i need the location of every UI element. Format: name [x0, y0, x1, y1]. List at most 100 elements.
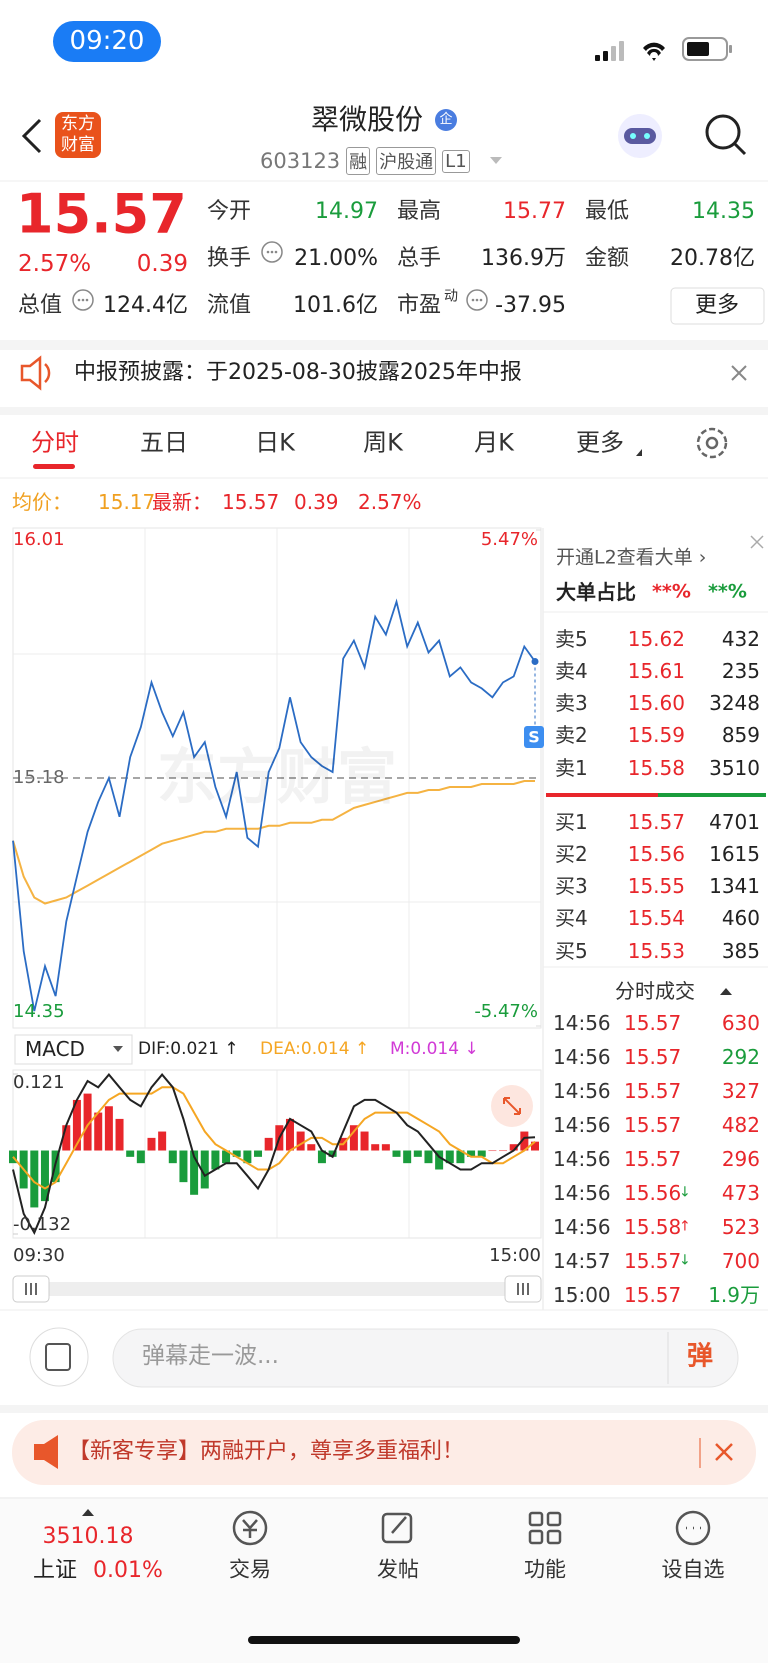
macd-bar: [456, 1150, 465, 1164]
book-price: 15.58: [627, 756, 685, 780]
nav-item[interactable]: 交易: [229, 1557, 271, 1582]
book-volume: 859: [721, 723, 760, 747]
macd-bar: [360, 1131, 369, 1151]
more-button-bg[interactable]: [670, 287, 765, 325]
info-dot: [85, 298, 89, 302]
nav-item[interactable]: 设自选: [661, 1557, 725, 1582]
book-label: 买3: [555, 874, 588, 898]
handle-grip: [25, 1283, 529, 1295]
home-indicator: [248, 1636, 520, 1644]
watermark: 东方财富: [157, 743, 397, 813]
marker: S: [528, 727, 540, 747]
info-dot: [266, 250, 270, 254]
nav-icons: [232, 1510, 711, 1546]
macd-bar: [115, 1118, 124, 1151]
macd-bar: [371, 1144, 380, 1151]
trade-price: 15.57: [624, 1079, 682, 1103]
field-label: 流值: [207, 292, 252, 318]
summary-avg-label: 均价：: [12, 490, 72, 514]
macd-bar: [232, 1150, 241, 1157]
macd-bar: [296, 1131, 305, 1151]
index-change: 0.01%: [93, 1557, 163, 1583]
comment-input[interactable]: [112, 1328, 739, 1388]
danmaku-button[interactable]: 弹: [686, 1341, 714, 1372]
stock-code: 603123: [260, 149, 341, 173]
trade-price: 15.57: [624, 1045, 682, 1069]
macd-line: [12, 1073, 536, 1235]
promo-text: 【新客专享】两融开户，尊享多重福利！: [68, 1438, 465, 1464]
comment-tool-icon: [45, 1343, 71, 1371]
macd-bar: [285, 1118, 294, 1151]
logo: 东方财富: [55, 112, 101, 158]
tab-dropdown: [636, 449, 642, 456]
info-dot: [81, 298, 85, 302]
trade-arrow: ↑: [679, 1218, 691, 1235]
trade-volume: 327: [721, 1079, 760, 1103]
indicator-dropdown: [113, 1046, 123, 1052]
indicator-select[interactable]: [14, 1034, 133, 1065]
panel-close[interactable]: [750, 535, 764, 549]
macd-bar: [62, 1125, 71, 1151]
promo-bg[interactable]: [12, 1420, 756, 1485]
macd-bar: [211, 1150, 220, 1170]
summary-avg: 15.17: [98, 490, 156, 514]
tab: 分时: [31, 428, 79, 457]
promo-close[interactable]: [715, 1443, 733, 1461]
trade-time: 14:56: [553, 1147, 611, 1171]
tag: 沪股通: [376, 147, 437, 175]
time-pill: 09:20: [53, 21, 161, 62]
field-value: -37.95: [495, 292, 566, 318]
avatar[interactable]: [618, 114, 662, 158]
book-label: 买4: [555, 906, 588, 930]
book-price: 15.55: [627, 874, 685, 898]
trade-time: 14:56: [553, 1011, 611, 1035]
close-notice[interactable]: [731, 365, 747, 381]
nav-item[interactable]: 发帖: [377, 1557, 419, 1582]
macd-bar: [104, 1106, 113, 1151]
comment-tool[interactable]: [29, 1327, 89, 1387]
book-label: 买5: [555, 939, 588, 963]
field-value: 14.97: [315, 198, 378, 224]
macd-bar: [328, 1150, 337, 1157]
book-price: 15.53: [627, 939, 685, 963]
tag: 融: [346, 147, 371, 175]
macd-bar: [307, 1144, 316, 1151]
price: 15.57: [16, 182, 187, 246]
book-label: 卖3: [555, 691, 588, 715]
trade-price: 15.57: [624, 1011, 682, 1035]
nav-item[interactable]: 功能: [524, 1557, 566, 1582]
price-line: [12, 598, 536, 1012]
y2-tick-label: -5.47%: [474, 1001, 538, 1023]
y-tick-label: 15.18: [13, 767, 65, 789]
marker-bg: [524, 726, 544, 748]
band: [0, 1405, 768, 1413]
trade-volume: 523: [721, 1215, 760, 1239]
field-sup: 动: [444, 288, 458, 305]
trade-price: 15.58: [624, 1215, 682, 1239]
l2-link: 开通L2查看大单 ›: [556, 546, 707, 569]
change: 0.39: [136, 251, 188, 278]
trade-time: 14:56: [553, 1079, 611, 1103]
trade-arrow: ↓: [679, 1184, 691, 1201]
search-icon[interactable]: [705, 114, 747, 156]
index-arrow: [82, 1509, 94, 1516]
index-value: 3510.18: [42, 1523, 134, 1549]
macd-bar: [126, 1150, 135, 1157]
book-volume: 1341: [709, 874, 760, 898]
macd-bar: [531, 1141, 539, 1151]
y2-tick-label: 5.47%: [480, 529, 538, 551]
more-button: 更多: [694, 292, 740, 318]
back-icon[interactable]: [21, 118, 42, 154]
slider-track[interactable]: [13, 1282, 541, 1296]
trades-title: 分时成交: [615, 979, 695, 1003]
book-price: 15.59: [627, 723, 685, 747]
trade-price: 15.57: [624, 1113, 682, 1137]
info-dot: [77, 298, 81, 302]
macd-bar: [403, 1150, 412, 1164]
title: 翠微股份: [310, 103, 424, 137]
macd-bar: [520, 1131, 529, 1151]
settings-icon[interactable]: [696, 427, 728, 459]
field-value: 21.00%: [294, 245, 378, 271]
macd-bar: [72, 1099, 81, 1151]
